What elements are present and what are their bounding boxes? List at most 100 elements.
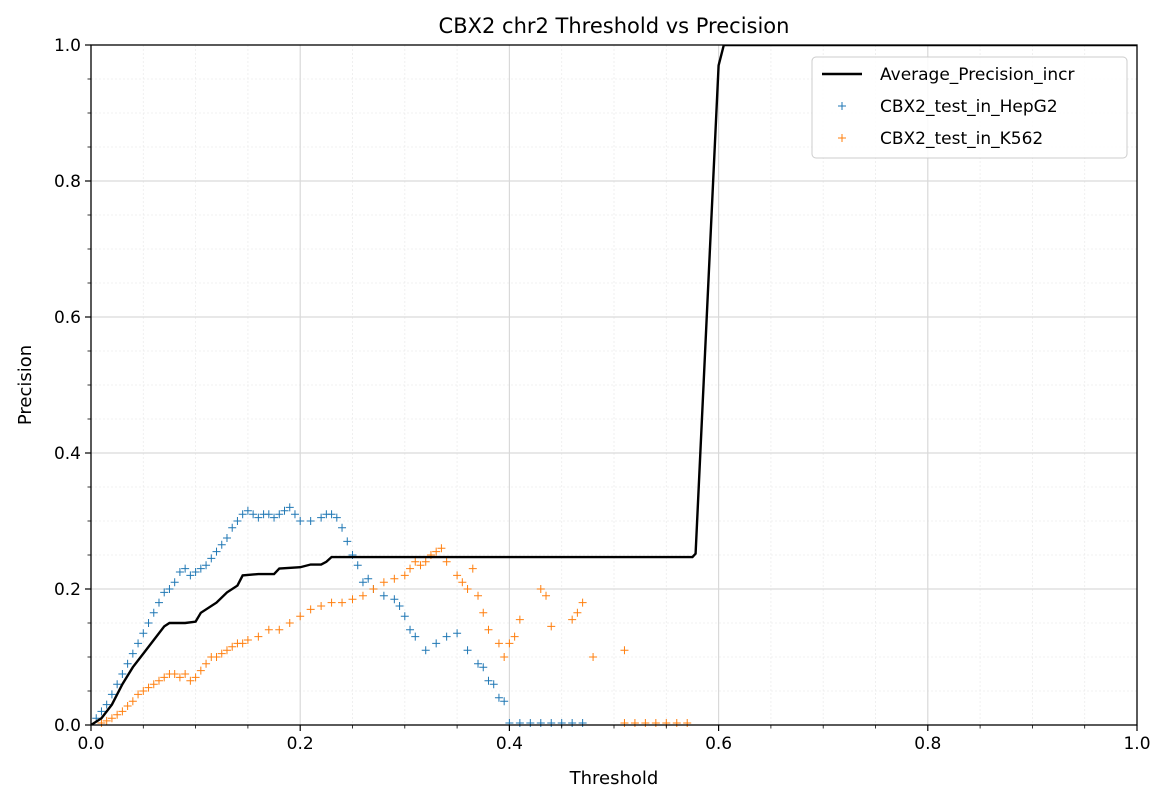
scatter-point <box>139 687 148 695</box>
scatter-point <box>243 506 252 515</box>
scatter-point <box>474 591 483 600</box>
scatter-point <box>207 554 216 563</box>
legend-plus-marker <box>838 134 846 142</box>
scatter-point <box>411 557 420 566</box>
y-tick-label: 0.6 <box>54 308 81 328</box>
legend-box <box>811 56 1128 159</box>
scatter-point <box>306 605 315 614</box>
scatter-point <box>317 602 326 610</box>
scatter-point <box>437 544 446 553</box>
scatter-point <box>542 591 551 600</box>
scatter-point <box>144 619 153 627</box>
scatter-point <box>264 625 273 634</box>
scatter-point <box>134 639 143 648</box>
scatter-point <box>175 568 184 576</box>
scatter-point <box>568 615 577 624</box>
scatter-point <box>479 663 488 672</box>
scatter-point <box>515 615 524 624</box>
scatter-point <box>285 619 294 627</box>
scatter-point <box>113 680 122 689</box>
scatter-point <box>390 595 399 604</box>
scatter-point <box>181 670 190 678</box>
scatter-point <box>395 602 404 610</box>
scatter-point <box>332 513 341 522</box>
scatter-point <box>175 673 184 682</box>
scatter-point <box>202 659 211 668</box>
scatter-point <box>128 697 137 706</box>
scatter-point <box>390 574 399 583</box>
scatter-point <box>212 547 221 556</box>
scatter-point <box>620 646 629 655</box>
scatter-point <box>327 598 336 607</box>
x-tick-label: 0.0 <box>77 734 104 754</box>
legend-entry-label: CBX2_test_in_K562 <box>880 129 1043 149</box>
scatter-point <box>494 693 503 702</box>
line-series-Average_Precision_incr <box>91 45 1137 725</box>
scatter-point <box>500 697 509 706</box>
scatter-point <box>296 517 305 525</box>
scatter-point <box>118 707 127 716</box>
legend-entry-label: CBX2_test_in_HepG2 <box>880 97 1058 117</box>
scatter-point <box>181 564 190 573</box>
scatter-point <box>358 578 367 587</box>
scatter-point <box>186 676 195 685</box>
legend: Average_Precision_incr CBX2_test_in_HepG2… <box>811 56 1128 159</box>
scatter-point <box>442 557 451 566</box>
scatter-point <box>217 649 226 658</box>
scatter-point <box>547 622 556 631</box>
scatter-point <box>285 503 294 512</box>
scatter-point <box>264 510 273 519</box>
legend-plus-marker <box>838 102 846 110</box>
scatter-point <box>421 557 430 566</box>
y-tick-label: 0.0 <box>54 716 81 736</box>
scatter-point <box>254 513 263 522</box>
scatter-point <box>411 632 420 641</box>
scatter-point <box>160 588 169 597</box>
x-tick-label: 0.6 <box>705 734 732 754</box>
scatter-point <box>338 523 347 532</box>
y-axis-label: Precision <box>15 345 36 425</box>
scatter-point <box>186 571 195 580</box>
scatter-point <box>500 653 509 661</box>
scatter-point <box>196 666 205 675</box>
scatter-point <box>578 598 587 607</box>
scatter-point <box>421 646 430 655</box>
scatter-point <box>505 639 514 648</box>
scatter-point <box>400 612 409 621</box>
scatter-point <box>222 646 231 655</box>
x-tick-label: 0.4 <box>496 734 523 754</box>
scatter-point <box>338 598 347 607</box>
scatter-point <box>327 510 336 519</box>
scatter-point <box>222 534 231 542</box>
scatter-point <box>317 513 326 522</box>
y-tick-label: 0.4 <box>54 444 81 464</box>
chart-title: CBX2 chr2 Threshold vs Precision <box>439 14 790 38</box>
scatter-point <box>254 632 263 641</box>
scatter-point <box>118 670 127 678</box>
scatter-point <box>379 591 388 600</box>
y-tick-label: 0.8 <box>54 172 81 192</box>
scatter-point <box>144 683 153 692</box>
scatter-point <box>170 578 179 587</box>
scatter-point <box>280 506 289 515</box>
scatter-point <box>228 642 237 651</box>
scatter-point <box>306 517 315 525</box>
x-tick-label: 1.0 <box>1123 734 1150 754</box>
scatter-point <box>270 513 279 522</box>
scatter-point <box>489 680 498 689</box>
scatter-point <box>416 561 425 570</box>
scatter-point <box>353 561 362 570</box>
scatter-point <box>165 585 174 593</box>
x-tick-label: 0.2 <box>287 734 314 754</box>
scatter-point <box>432 547 441 556</box>
scatter-point <box>463 585 472 593</box>
scatter-point <box>128 649 137 658</box>
scatter-point <box>400 571 409 580</box>
scatter-point <box>406 625 415 634</box>
scatter-point <box>484 676 493 685</box>
scatter-point <box>170 670 179 678</box>
scatter-point <box>113 710 122 719</box>
scatter-point <box>107 690 116 699</box>
scatter-point <box>154 598 163 607</box>
